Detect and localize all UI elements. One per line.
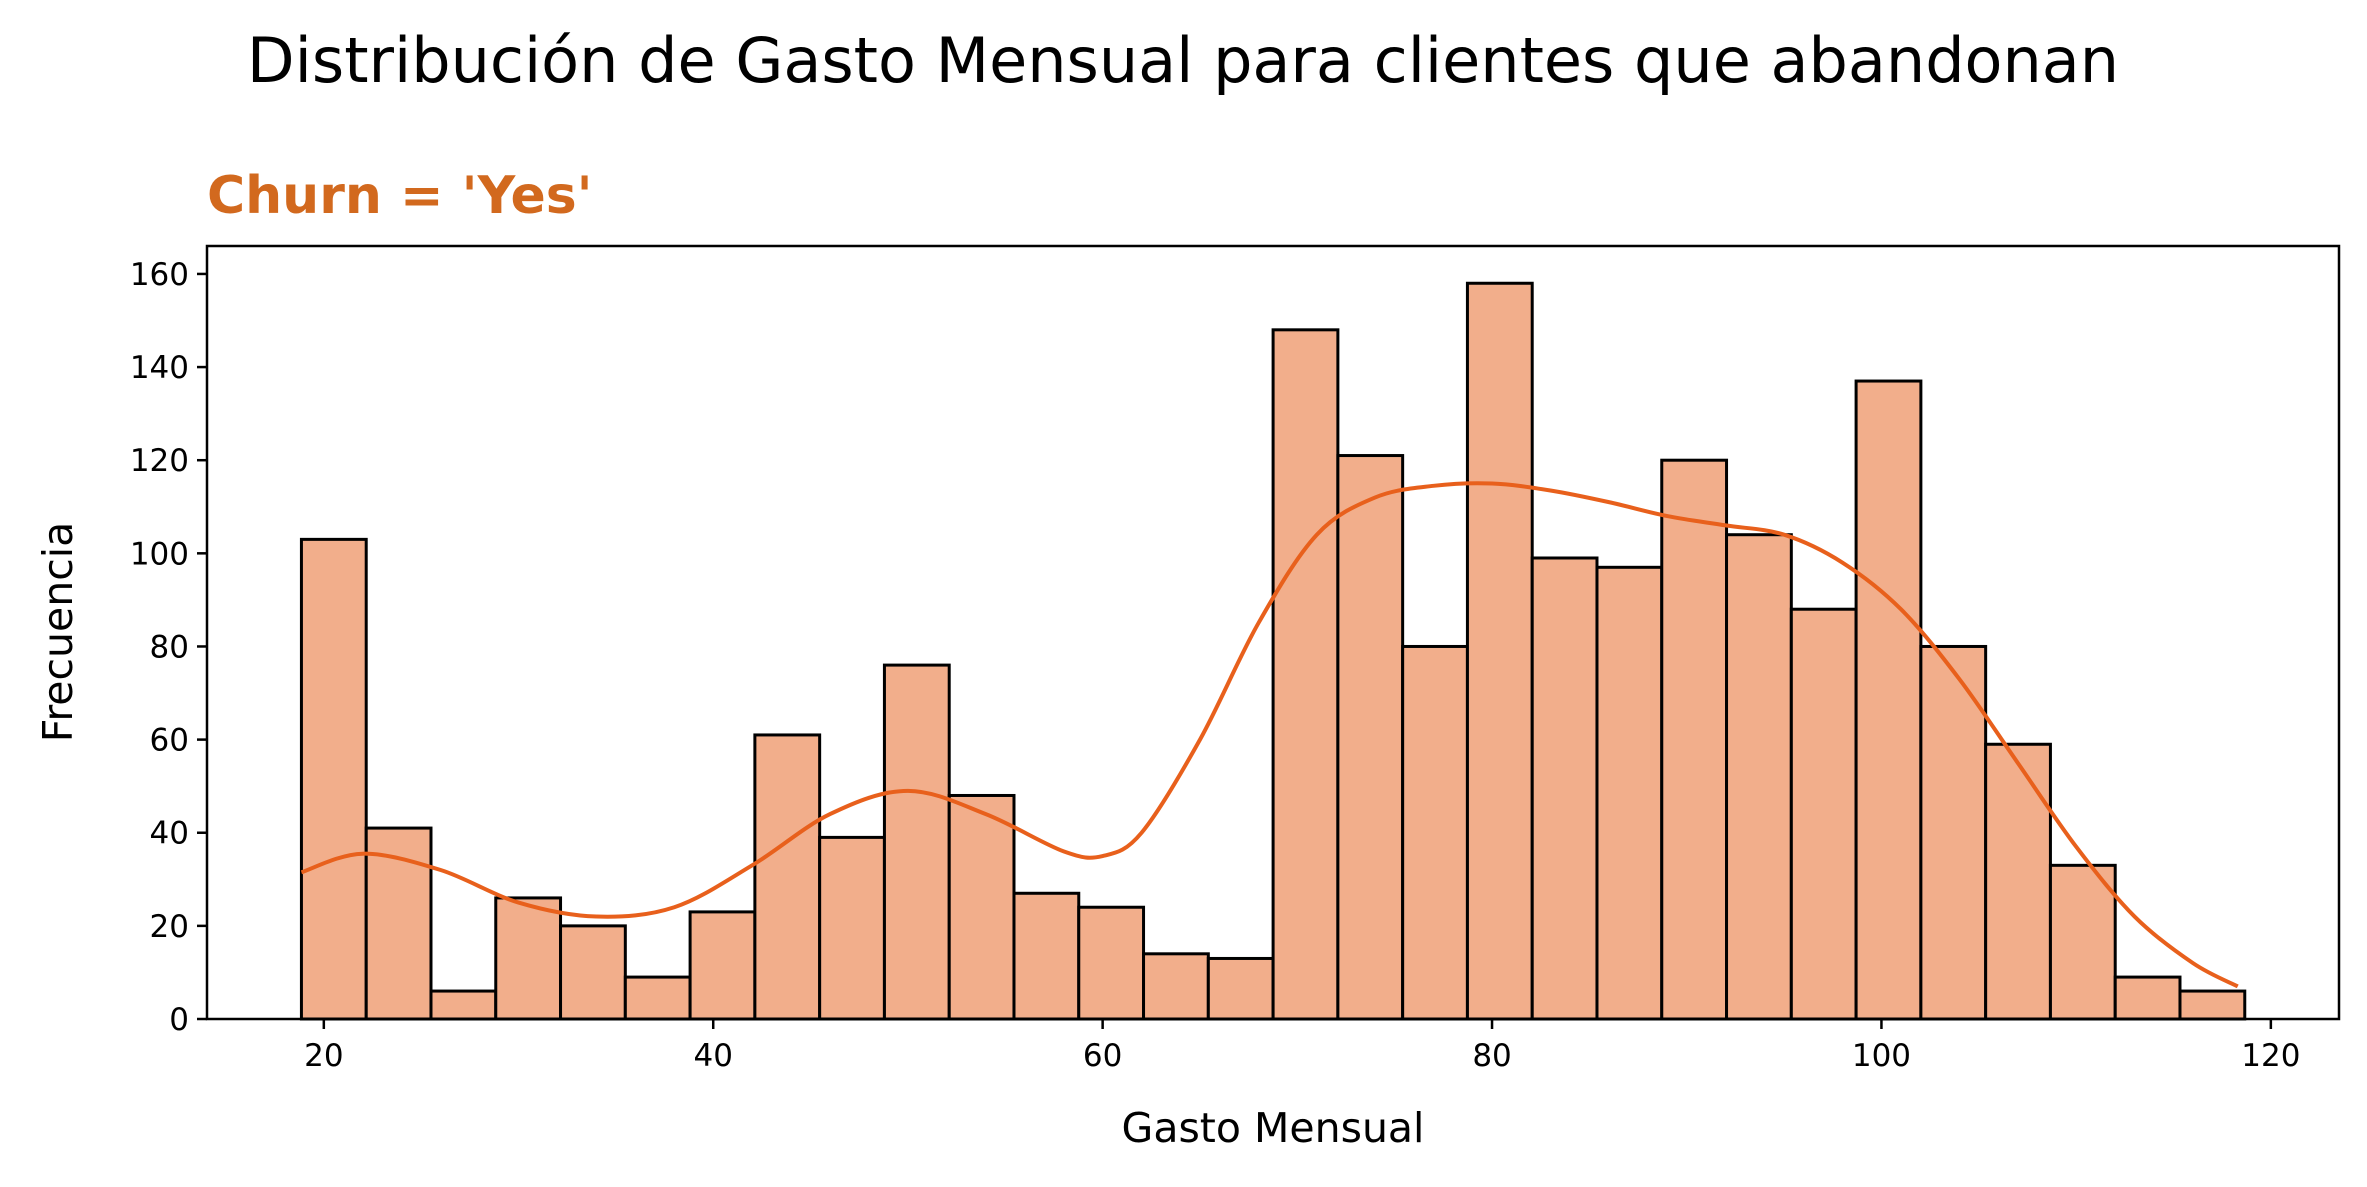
- histogram-bar: [1595, 565, 1664, 1021]
- histogram-bar: [1142, 952, 1210, 1021]
- histogram-bar: [2048, 863, 2117, 1021]
- chart-subtitle: Churn = 'Yes': [207, 166, 593, 226]
- y-axis: 0 20 40 60 80 100 120 140 160: [130, 257, 207, 1038]
- histogram-bar: [1206, 956, 1275, 1021]
- x-axis: 20 40 60 80 100 120: [304, 1019, 2300, 1074]
- histogram-bar: [882, 663, 951, 1021]
- histogram-bar: [2113, 975, 2182, 1021]
- x-tick-label: 20: [304, 1038, 343, 1074]
- histogram-bar: [1271, 328, 1340, 1021]
- x-tick-label: 40: [694, 1038, 733, 1074]
- histogram-bar: [818, 835, 886, 1021]
- y-tick-label: 140: [130, 350, 189, 386]
- histogram-bar: [429, 989, 498, 1021]
- x-tick-label: 120: [2241, 1038, 2300, 1074]
- histogram-bars: [299, 281, 2247, 1021]
- histogram-bar: [623, 975, 692, 1021]
- histogram-bar: [559, 924, 627, 1021]
- histogram-bar: [1854, 379, 1923, 1021]
- histogram-bar: [688, 910, 757, 1021]
- histogram-bar: [753, 733, 822, 1021]
- y-tick-label: 160: [130, 257, 189, 293]
- histogram-bar: [1984, 742, 2052, 1021]
- y-tick-label: 100: [130, 536, 189, 572]
- y-tick-label: 0: [169, 1002, 189, 1038]
- chart-title: Distribución de Gasto Mensual para clien…: [247, 24, 2119, 97]
- y-tick-label: 20: [150, 909, 189, 945]
- x-axis-label: Gasto Mensual: [1122, 1104, 1425, 1152]
- y-tick-label: 40: [150, 816, 189, 852]
- histogram-bar: [1530, 556, 1599, 1021]
- y-tick-label: 120: [130, 443, 189, 479]
- histogram-bar: [494, 896, 563, 1021]
- kde-line: [300, 481, 2239, 989]
- x-tick-label: 100: [1852, 1038, 1911, 1074]
- histogram-bar: [1919, 644, 1988, 1021]
- y-tick-label: 80: [150, 629, 189, 665]
- histogram-bar: [299, 537, 368, 1021]
- histogram-bar: [1660, 458, 1729, 1021]
- histogram-bar: [1789, 607, 1858, 1021]
- histogram-bar: [947, 793, 1016, 1021]
- y-axis-label: Frecuencia: [34, 522, 82, 743]
- histogram-bar: [1012, 891, 1081, 1021]
- histogram-bar: [1077, 905, 1146, 1021]
- x-tick-label: 60: [1083, 1038, 1122, 1074]
- y-tick-label: 60: [150, 723, 189, 759]
- histogram-bar: [1725, 533, 1793, 1021]
- x-tick-label: 80: [1472, 1038, 1511, 1074]
- histogram-bar: [1336, 454, 1405, 1021]
- plot-frame: [205, 244, 2341, 1021]
- histogram-bar: [2178, 989, 2247, 1021]
- histogram-bar: [1465, 281, 1534, 1021]
- histogram-bar: [1401, 644, 1469, 1021]
